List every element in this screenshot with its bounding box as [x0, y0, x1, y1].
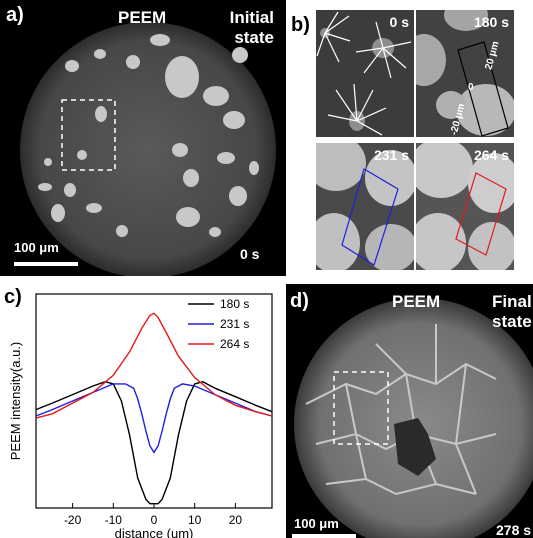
- legend-label-2: 264 s: [220, 337, 249, 351]
- panel-b-tile-0s: 0 s: [316, 10, 414, 137]
- series-line-0: [35, 380, 273, 505]
- dark-uncovered-region: [394, 418, 436, 476]
- panel-a-micrograph: a) PEEM Initial state 100 μm 0 s: [0, 0, 286, 276]
- panel-a-title: PEEM: [118, 8, 167, 27]
- x-axis-label: distance (um): [115, 526, 194, 538]
- line-profile-box-180s: [457, 41, 509, 137]
- tile-231s-image: [316, 143, 414, 270]
- scale-bar: [14, 262, 78, 266]
- panel-d-state-line2: state: [492, 312, 532, 331]
- x-tick-label: -10: [105, 513, 123, 527]
- line-profile-chart: -20 -10 0 10 20 distance (um) PEEM intensity(a…: [8, 293, 273, 538]
- panel-d-micrograph: d) PEEM Final state 100 μm 278 s: [286, 284, 533, 538]
- tile-0s-time: 0 s: [389, 14, 409, 30]
- panel-b-tile-231s: 231 s: [316, 143, 414, 270]
- panel-b-tile-180s: 180 s 20 μm 0 -20 μm: [416, 10, 514, 137]
- tile-180s-image: [416, 10, 514, 137]
- series-line-1: [35, 383, 273, 454]
- panel-a-state-line1: Initial: [229, 8, 274, 27]
- panel-a-state-line2: state: [234, 28, 274, 47]
- panel-a-label: a): [6, 4, 24, 26]
- tile-264s-image: [416, 143, 514, 270]
- panel-d-title: PEEM: [392, 292, 441, 311]
- legend-label-1: 231 s: [220, 317, 249, 331]
- panel-d-time: 278 s: [496, 522, 532, 538]
- x-tick-label: 0: [151, 513, 158, 527]
- tile-0s-image: [316, 10, 414, 137]
- panel-a-time: 0 s: [240, 246, 260, 262]
- panel-b-tile-264s: 264 s: [416, 143, 514, 270]
- panel-d-scalebar-label: 100 μm: [294, 516, 339, 531]
- line-profile-box-264s: [455, 172, 507, 256]
- grain-boundaries: [305, 324, 497, 496]
- x-tick-label: 10: [188, 513, 202, 527]
- panel-d-label: d): [290, 290, 309, 312]
- tile-180s-time: 180 s: [473, 14, 509, 30]
- tile-231s-time: 231 s: [373, 147, 409, 163]
- legend-label-0: 180 s: [220, 297, 249, 311]
- line-profile-box-231s: [341, 168, 399, 266]
- field-of-view: [20, 22, 276, 276]
- x-tick-label: -20: [64, 513, 82, 527]
- islands: [38, 34, 259, 237]
- y-axis-label: PEEM intensity(a.u.): [8, 342, 23, 461]
- panel-c-chart: -20 -10 0 10 20 distance (um) PEEM intensity(a…: [0, 284, 286, 538]
- panel-a-scalebar-label: 100 μm: [14, 240, 59, 255]
- panel-d-state-line1: Final: [492, 292, 532, 311]
- box-label-zero: 0: [468, 82, 474, 93]
- panel-c-label: c): [4, 286, 22, 308]
- x-tick-label: 20: [229, 513, 243, 527]
- tile-264s-time: 264 s: [473, 147, 509, 163]
- panel-d-image: [292, 298, 533, 538]
- series-line-2: [35, 312, 273, 419]
- panel-a-image: [14, 22, 276, 276]
- expansion-arrows: [316, 11, 412, 136]
- scale-bar: [292, 534, 356, 538]
- panel-b-label: b): [291, 14, 310, 36]
- dashed-roi-box: [333, 371, 389, 445]
- dashed-roi-box: [61, 99, 116, 171]
